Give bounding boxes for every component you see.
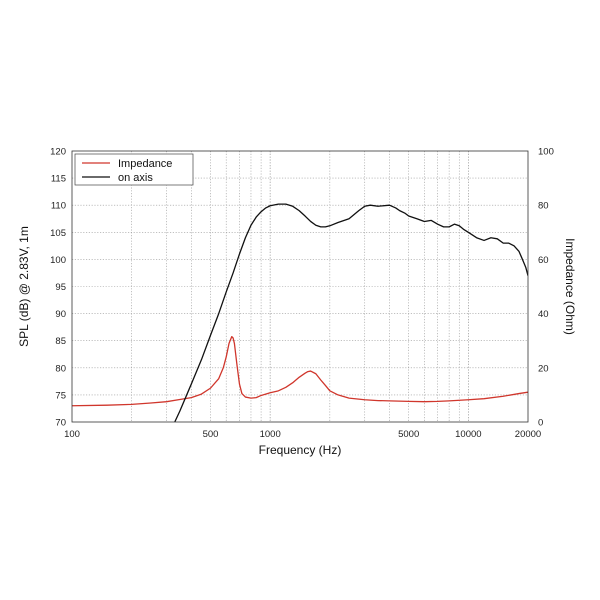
y-right-tick-label: 20 bbox=[538, 363, 549, 374]
y-left-tick-label: 70 bbox=[55, 418, 66, 429]
y-right-tick-label: 0 bbox=[538, 418, 543, 429]
y-axis-left-label: SPL (dB) @ 2.83V, 1m bbox=[17, 226, 31, 347]
x-tick-label: 5000 bbox=[398, 429, 419, 440]
y-left-tick-label: 75 bbox=[55, 390, 66, 401]
x-tick-label: 10000 bbox=[455, 429, 481, 440]
y-right-tick-label: 60 bbox=[538, 255, 549, 266]
x-tick-label: 1000 bbox=[260, 429, 281, 440]
y-left-tick-label: 120 bbox=[50, 147, 66, 158]
grid-lines bbox=[72, 151, 528, 422]
x-tick-label: 500 bbox=[203, 429, 219, 440]
y-left-tick-label: 105 bbox=[50, 228, 66, 239]
legend-label-impedance: Impedance bbox=[118, 158, 172, 170]
series-line-on-axis bbox=[174, 203, 528, 422]
y-left-tick-label: 95 bbox=[55, 282, 66, 293]
y-right-tick-label: 80 bbox=[538, 201, 549, 212]
x-tick-label: 20000 bbox=[515, 429, 541, 440]
x-axis-label: Frequency (Hz) bbox=[259, 443, 342, 457]
y-left-tick-label: 80 bbox=[55, 363, 66, 374]
x-tick-label: 100 bbox=[64, 429, 80, 440]
curves-layer bbox=[72, 203, 528, 422]
y-right-tick-label: 100 bbox=[538, 147, 554, 158]
y-left-tick-label: 115 bbox=[51, 174, 66, 185]
y-left-tick-label: 85 bbox=[55, 336, 66, 347]
y-left-tick-label: 110 bbox=[51, 201, 66, 212]
legend: Impedance on axis bbox=[74, 153, 194, 186]
y-axis-right-label: Impedance (Ohm) bbox=[563, 238, 577, 335]
tick-labels: 100 500 1000 5000 10000 200007075808590951001… bbox=[50, 147, 554, 441]
y-right-tick-label: 40 bbox=[538, 309, 549, 320]
y-left-tick-label: 100 bbox=[50, 255, 66, 266]
series-line-impedance bbox=[72, 335, 528, 407]
legend-box bbox=[74, 153, 194, 186]
plot-frame bbox=[71, 150, 529, 423]
legend-label-on-axis: on axis bbox=[118, 172, 153, 184]
y-left-tick-label: 90 bbox=[55, 309, 66, 320]
